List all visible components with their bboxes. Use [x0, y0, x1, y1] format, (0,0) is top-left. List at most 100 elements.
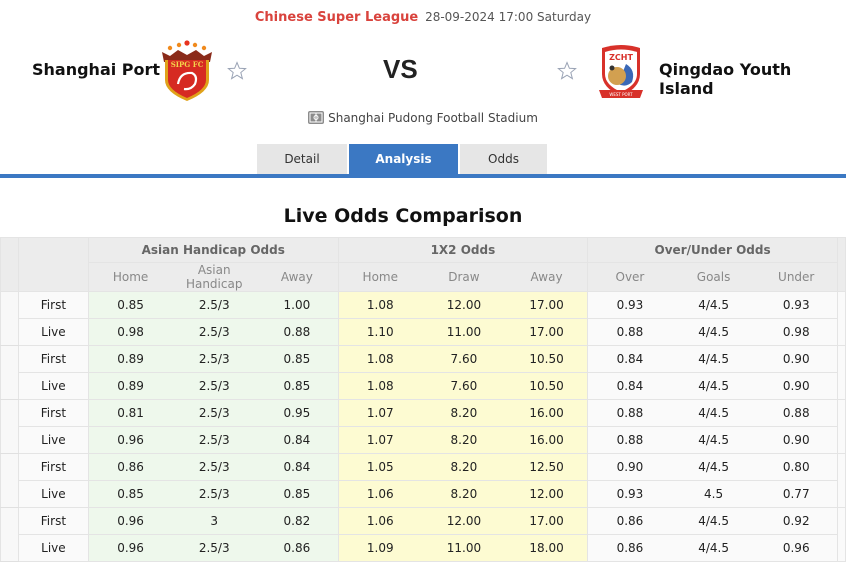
x12-odds-cell[interactable]: 7.60 [421, 372, 506, 400]
ou-odds-cell[interactable]: 0.80 [755, 453, 838, 481]
ou-odds-cell[interactable]: 0.93 [587, 291, 672, 319]
x12-odds-cell[interactable]: 11.00 [421, 534, 506, 562]
x12-odds-cell[interactable]: 1.06 [337, 507, 422, 535]
ah-odds-cell[interactable]: 2.5/3 [172, 372, 257, 400]
home-team-name[interactable]: Shanghai Port [32, 60, 161, 79]
ah-odds-cell[interactable]: 0.81 [87, 399, 173, 427]
league-name[interactable]: Chinese Super League [254, 10, 419, 25]
ou-odds-cell[interactable]: 4/4.5 [671, 372, 756, 400]
ah-odds-cell[interactable]: 0.96 [87, 507, 173, 535]
x12-odds-cell[interactable]: 8.20 [421, 426, 506, 454]
x12-odds-cell[interactable]: 17.00 [505, 507, 589, 535]
x12-odds-cell[interactable]: 16.00 [505, 399, 589, 427]
ou-odds-cell[interactable]: 0.88 [587, 426, 672, 454]
ah-odds-cell[interactable]: 0.96 [87, 426, 173, 454]
ah-odds-cell[interactable]: 0.95 [256, 399, 339, 427]
ou-odds-cell[interactable]: 0.92 [755, 507, 838, 535]
ou-odds-cell[interactable]: 0.93 [587, 480, 672, 508]
ou-odds-cell[interactable]: 4/4.5 [671, 345, 756, 373]
ah-odds-cell[interactable]: 2.5/3 [172, 399, 257, 427]
ou-odds-cell[interactable]: 0.90 [587, 453, 672, 481]
x12-odds-cell[interactable]: 10.50 [505, 345, 589, 373]
ou-odds-cell[interactable]: 0.90 [755, 345, 838, 373]
ah-odds-cell[interactable]: 0.96 [87, 534, 173, 562]
ou-odds-cell[interactable]: 0.90 [755, 426, 838, 454]
ou-odds-cell[interactable]: 4/4.5 [671, 399, 756, 427]
ah-odds-cell[interactable]: 0.98 [87, 318, 173, 346]
x12-odds-cell[interactable]: 1.05 [337, 453, 422, 481]
ou-odds-cell[interactable]: 4.5 [671, 480, 756, 508]
ou-odds-cell[interactable]: 0.84 [587, 372, 672, 400]
x12-odds-cell[interactable]: 11.00 [421, 318, 506, 346]
ah-odds-cell[interactable]: 3 [172, 507, 257, 535]
ou-odds-cell[interactable]: 4/4.5 [671, 426, 756, 454]
ah-odds-cell[interactable]: 2.5/3 [172, 426, 257, 454]
x12-odds-cell[interactable]: 1.09 [337, 534, 422, 562]
ah-odds-cell[interactable]: 0.85 [256, 480, 339, 508]
ou-odds-cell[interactable]: 0.84 [587, 345, 672, 373]
x12-odds-cell[interactable]: 17.00 [505, 291, 589, 319]
ah-odds-cell[interactable]: 2.5/3 [172, 480, 257, 508]
ah-odds-cell[interactable]: 0.84 [256, 453, 339, 481]
ah-odds-cell[interactable]: 0.85 [87, 480, 173, 508]
ou-odds-cell[interactable]: 0.88 [755, 399, 838, 427]
ah-odds-cell[interactable]: 2.5/3 [172, 345, 257, 373]
tab-analysis[interactable]: Analysis [349, 144, 458, 174]
ah-odds-cell[interactable]: 2.5/3 [172, 534, 257, 562]
x12-odds-cell[interactable]: 8.20 [421, 399, 506, 427]
ah-odds-cell[interactable]: 0.89 [87, 372, 173, 400]
ah-odds-cell[interactable]: 2.5/3 [172, 291, 257, 319]
ah-odds-cell[interactable]: 0.86 [256, 534, 339, 562]
ah-odds-cell[interactable]: 1.00 [256, 291, 339, 319]
ah-odds-cell[interactable]: 0.85 [256, 372, 339, 400]
x12-odds-cell[interactable]: 12.00 [505, 480, 589, 508]
x12-odds-cell[interactable]: 1.08 [337, 345, 422, 373]
ah-odds-cell[interactable]: 0.86 [87, 453, 173, 481]
ou-odds-cell[interactable]: 0.96 [755, 534, 838, 562]
x12-odds-cell[interactable]: 10.50 [505, 372, 589, 400]
x12-odds-cell[interactable]: 1.10 [337, 318, 422, 346]
x12-odds-cell[interactable]: 1.07 [337, 426, 422, 454]
ah-odds-cell[interactable]: 0.85 [87, 291, 173, 319]
x12-odds-cell[interactable]: 1.07 [337, 399, 422, 427]
ah-odds-cell[interactable]: 0.82 [256, 507, 339, 535]
x12-odds-cell[interactable]: 8.20 [421, 480, 506, 508]
x12-odds-cell[interactable]: 7.60 [421, 345, 506, 373]
ou-odds-cell[interactable]: 0.88 [587, 318, 672, 346]
ah-odds-cell[interactable]: 2.5/3 [172, 318, 257, 346]
ou-odds-cell[interactable]: 0.90 [755, 372, 838, 400]
tab-odds[interactable]: Odds [460, 144, 547, 174]
ou-odds-cell[interactable]: 0.77 [755, 480, 838, 508]
x12-odds-cell[interactable]: 12.00 [421, 507, 506, 535]
ou-odds-cell[interactable]: 0.98 [755, 318, 838, 346]
favorite-away-star-icon[interactable] [557, 61, 577, 81]
ou-odds-cell[interactable]: 4/4.5 [671, 507, 756, 535]
ah-odds-cell[interactable]: 0.88 [256, 318, 339, 346]
x12-odds-cell[interactable]: 12.50 [505, 453, 589, 481]
ah-odds-cell[interactable]: 0.89 [87, 345, 173, 373]
ou-odds-cell[interactable]: 4/4.5 [671, 534, 756, 562]
ou-odds-cell[interactable]: 0.88 [587, 399, 672, 427]
ou-odds-cell[interactable]: 0.93 [755, 291, 838, 319]
ah-odds-cell[interactable]: 2.5/3 [172, 453, 257, 481]
ah-odds-cell[interactable]: 0.85 [256, 345, 339, 373]
x12-odds-cell[interactable]: 1.08 [337, 372, 422, 400]
x12-odds-cell[interactable]: 8.20 [421, 453, 506, 481]
x12-odds-cell[interactable]: 1.06 [337, 480, 422, 508]
ou-odds-cell[interactable]: 0.86 [587, 534, 672, 562]
x12-odds-cell[interactable]: 16.00 [505, 426, 589, 454]
home-team-logo-icon[interactable]: SIPG FC [158, 40, 216, 102]
ou-odds-cell[interactable]: 4/4.5 [671, 453, 756, 481]
ou-odds-cell[interactable]: 0.86 [587, 507, 672, 535]
ou-odds-cell[interactable]: 4/4.5 [671, 291, 756, 319]
favorite-home-star-icon[interactable] [227, 61, 247, 81]
ou-odds-cell[interactable]: 4/4.5 [671, 318, 756, 346]
away-team-logo-icon[interactable]: ZCHT WEST PORT [596, 40, 646, 102]
ah-odds-cell[interactable]: 0.84 [256, 426, 339, 454]
away-team-name[interactable]: Qingdao Youth Island [659, 60, 792, 98]
x12-odds-cell[interactable]: 1.08 [337, 291, 422, 319]
x12-odds-cell[interactable]: 12.00 [421, 291, 506, 319]
tab-detail[interactable]: Detail [257, 144, 347, 174]
x12-odds-cell[interactable]: 18.00 [505, 534, 589, 562]
x12-odds-cell[interactable]: 17.00 [505, 318, 589, 346]
